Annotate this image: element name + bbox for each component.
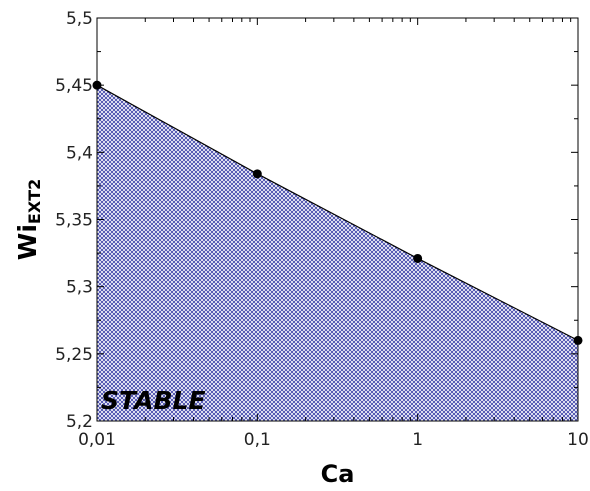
y-tick-label: 5,4 [66,143,93,163]
x-tick-label: 10 [567,430,589,450]
x-axis-title: Ca [321,460,355,488]
stable-region [97,85,578,421]
boundary-line-segment [257,173,418,259]
y-tick-label: 5,35 [55,211,93,231]
x-tick-label: 1 [412,430,423,450]
y-tick-label: 5,3 [66,278,93,298]
y-tick-label: 5,2 [66,412,93,432]
y-axis-title-main: Wi [13,224,42,260]
data-point [252,169,262,179]
y-axis-title: WiEXT2 [13,179,44,260]
y-tick-label: 5,5 [66,9,93,29]
region-label-stable: STABLE [101,386,206,415]
boundary-line-segment [417,257,579,341]
x-tick-label: 0,1 [244,430,271,450]
boundary-line-segment [96,84,258,175]
y-tick-label: 5,45 [55,76,93,96]
x-tick-label: 0,01 [78,430,116,450]
y-tick-label: 5,25 [55,345,93,365]
stable-region-fill [97,85,578,421]
data-point [413,253,423,263]
y-axis-title-subscript: EXT2 [25,179,44,224]
